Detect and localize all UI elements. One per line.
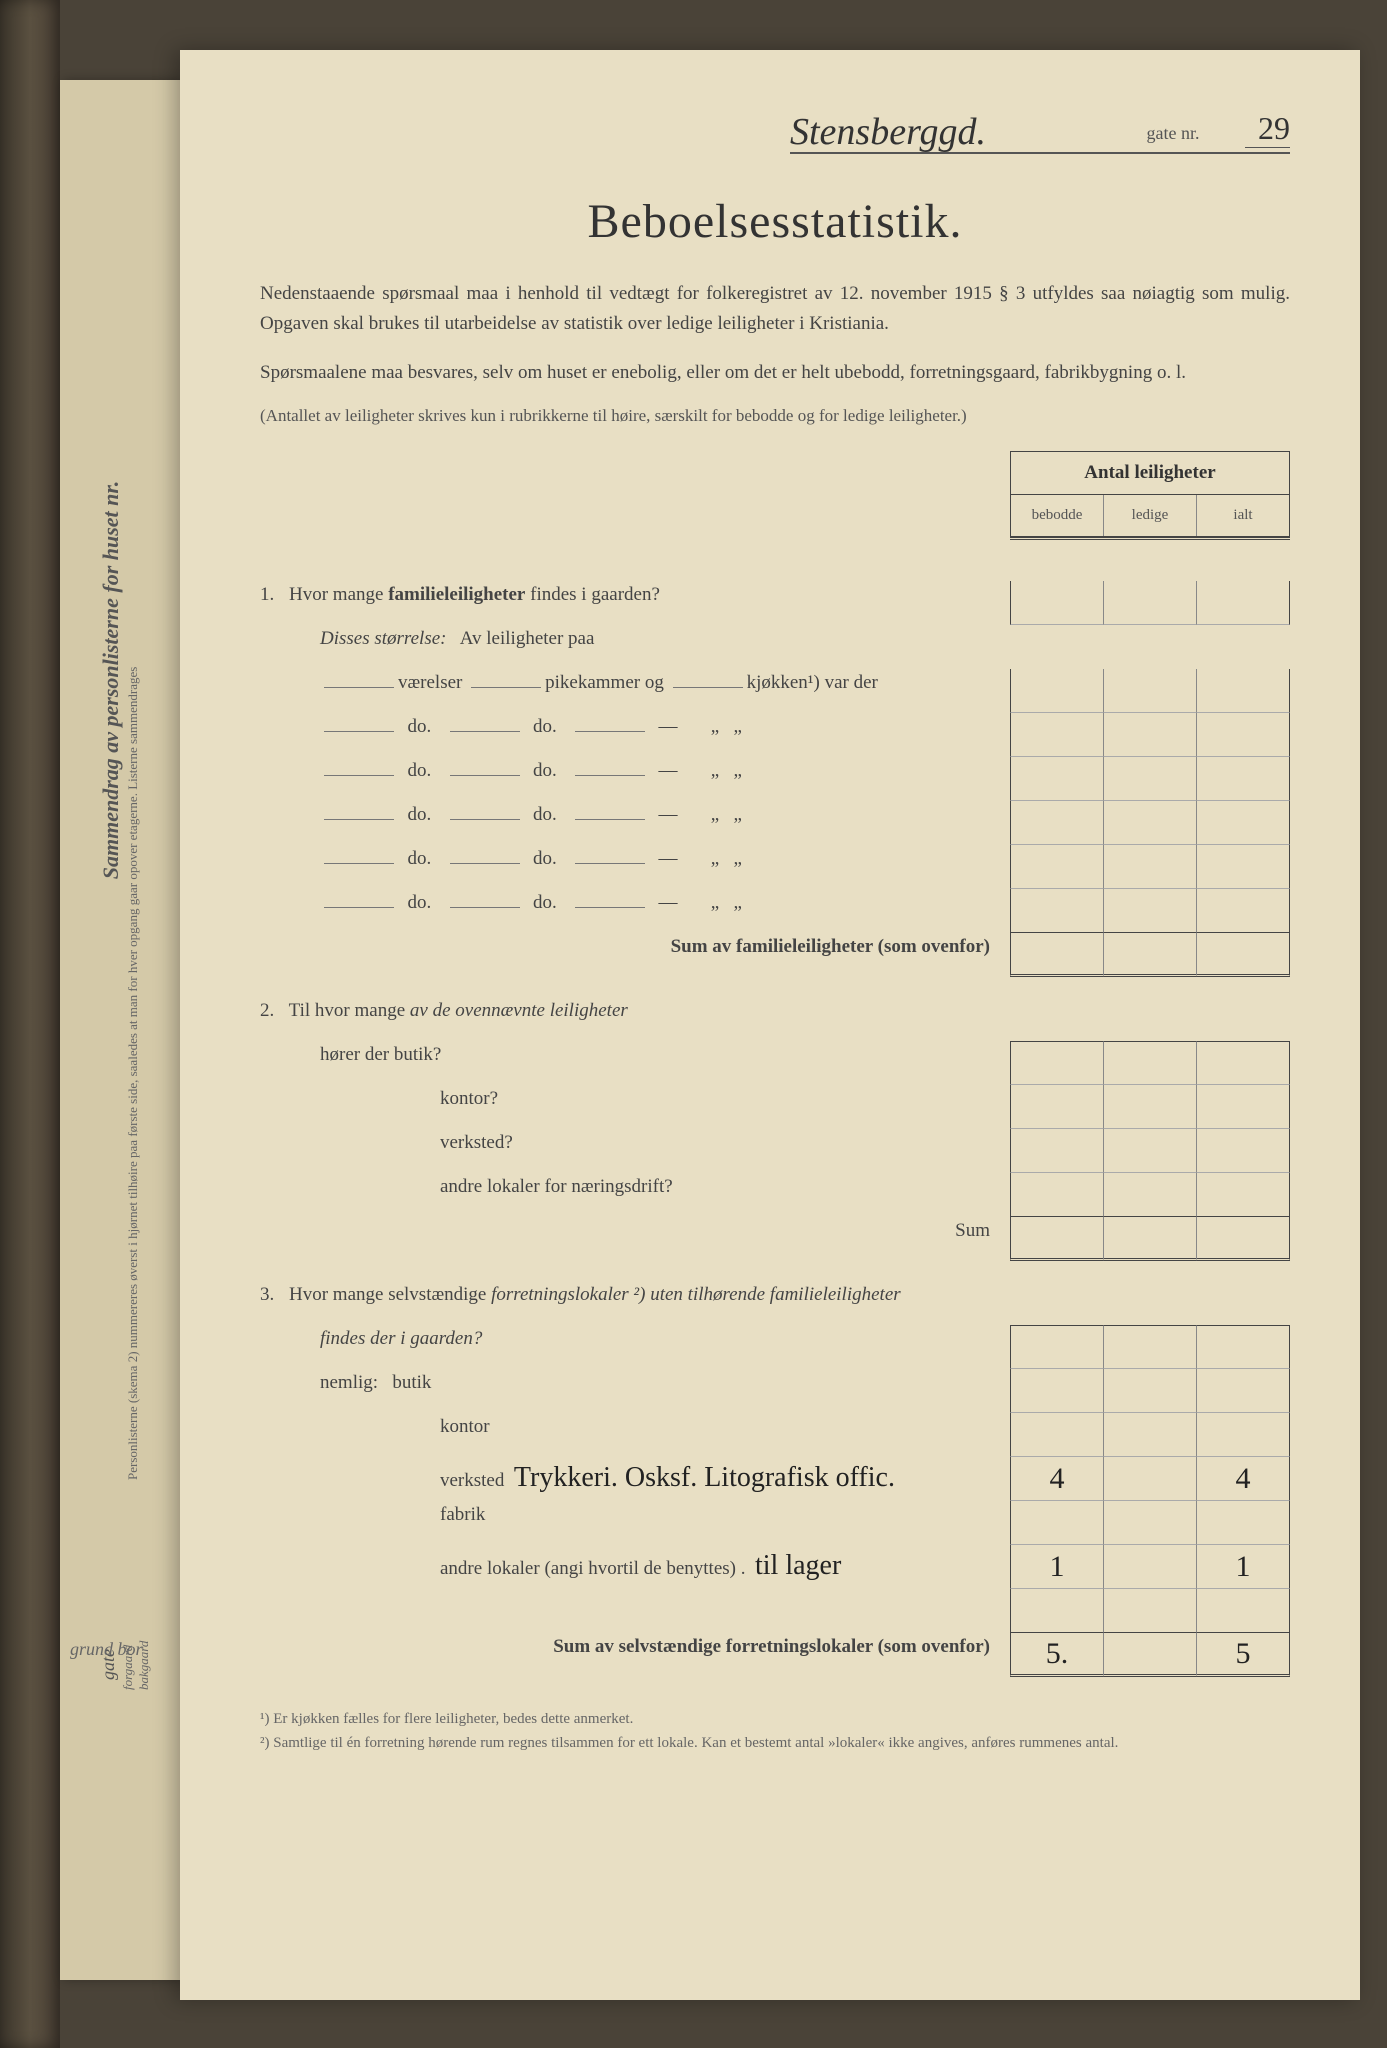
q1-row: 1. Hvor mange familieleiligheter findes … (260, 581, 1290, 625)
left-summary-sub: Personlisterne (skema 2) nummereres øver… (125, 80, 141, 1480)
form-table: Antal leiligheter bebodde ledige ialt 1.… (260, 451, 1290, 1677)
verksted-handwritten: Trykkeri. Osksf. Litografisk offic. (514, 1462, 895, 1493)
q2-andre: andre lokaler for næringsdrift? (260, 1173, 1290, 1217)
col-bebodde: bebodde (1011, 495, 1104, 536)
header-address: Stensberggd. gate nr. 29 (790, 110, 1290, 154)
q3-row: 3. Hvor mange selvstændige forretningslo… (260, 1281, 1290, 1325)
left-summary-title: Sammendrag av personlisterne for huset n… (98, 80, 124, 1280)
q1-size-row: Disses størrelse: Av leiligheter paa (260, 625, 1290, 669)
q3-kontor: kontor (260, 1413, 1290, 1457)
q3-blank (260, 1589, 1290, 1633)
count-header: Antal leiligheter bebodde ledige ialt (1010, 451, 1290, 540)
q2-row: 2. Til hvor mange av de ovennævnte leili… (260, 997, 1290, 1041)
q2-butik: hører der butik? (260, 1041, 1290, 1085)
andre-handwritten: til lager (755, 1550, 841, 1581)
q2-verksted: verksted? (260, 1129, 1290, 1173)
gate-label: gate nr. (1147, 123, 1200, 143)
q1-line1: værelser pikekammer og kjøkken¹) var der (260, 669, 1290, 713)
intro-note: (Antallet av leiligheter skrives kun i r… (260, 406, 1290, 426)
q3-butik: nemlig: butik (260, 1369, 1290, 1413)
intro-paragraph-2: Spørsmaalene maa besvares, selv om huset… (260, 358, 1290, 388)
q1-do-2: do. do. — „ „ (260, 757, 1290, 801)
q1-do-5: do. do. — „ „ (260, 889, 1290, 933)
page-title: Beboelsesstatistik. (260, 194, 1290, 249)
q2-kontor: kontor? (260, 1085, 1290, 1129)
q2-sum: Sum (260, 1217, 1290, 1261)
q3-andre: andre lokaler (angi hvortil de benyttes)… (260, 1545, 1290, 1589)
footnotes: ¹) Er kjøkken fælles for flere leilighet… (260, 1707, 1290, 1755)
street-handwritten: Stensberggd. (790, 110, 986, 154)
q1-do-4: do. do. — „ „ (260, 845, 1290, 889)
gate-nr-handwritten: 29 (1245, 110, 1290, 148)
left-page-fragment: Sammendrag av personlisterne for huset n… (60, 80, 180, 1980)
footnote-2: ²) Samtlige til én forretning hørende ru… (260, 1731, 1290, 1755)
q3-verksted: verksted Trykkeri. Osksf. Litografisk of… (260, 1457, 1290, 1501)
intro-paragraph-1: Nedenstaaende spørsmaal maa i henhold ti… (260, 279, 1290, 340)
left-grund: grund bor (70, 1639, 143, 1660)
form-page: Stensberggd. gate nr. 29 Beboelsesstatis… (180, 50, 1360, 2000)
q1-do-1: do. do. — „ „ (260, 713, 1290, 757)
q1-do-3: do. do. — „ „ (260, 801, 1290, 845)
q3-findes: findes der i gaarden? (260, 1325, 1290, 1369)
col-ialt: ialt (1197, 495, 1289, 536)
count-header-title: Antal leiligheter (1010, 451, 1290, 495)
q3-fabrik: fabrik (260, 1501, 1290, 1545)
q1-sum: Sum av familieleiligheter (som ovenfor) (260, 933, 1290, 977)
q3-sum: Sum av selvstændige forretningslokaler (… (260, 1633, 1290, 1677)
footnote-1: ¹) Er kjøkken fælles for flere leilighet… (260, 1707, 1290, 1731)
col-ledige: ledige (1104, 495, 1197, 536)
